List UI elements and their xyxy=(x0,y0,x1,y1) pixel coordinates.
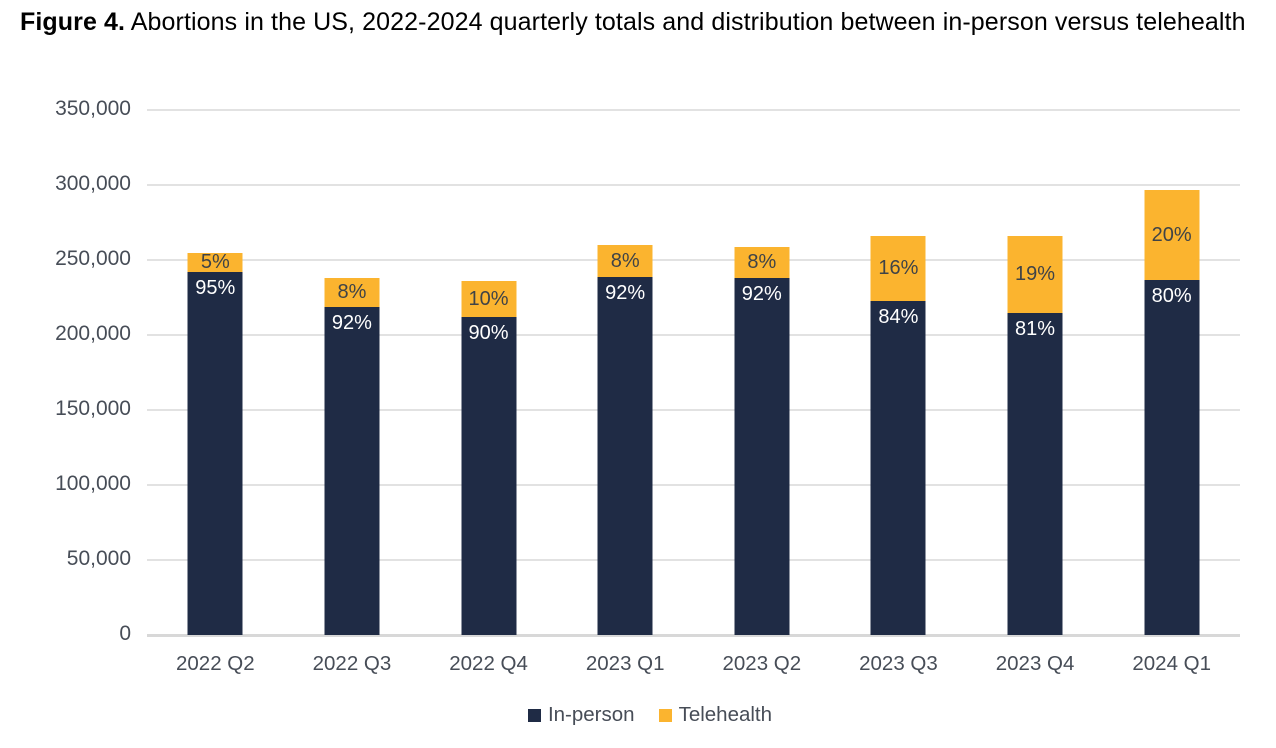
y-axis-tick-label: 100,000 xyxy=(55,472,131,495)
bar-2023-q2: 8% 92% xyxy=(734,246,790,635)
figure-title: Figure 4. Abortions in the US, 2022-2024… xyxy=(20,6,1252,39)
y-axis-tick-label: 0 xyxy=(119,622,131,645)
in-person-segment-2023-q4: 81% xyxy=(1007,312,1063,635)
bar-2024-q1: 20% 80% xyxy=(1144,189,1200,635)
telehealth-percent-label: 19% xyxy=(1015,263,1056,286)
in-person-segment-2024-q1: 80% xyxy=(1144,279,1200,635)
telehealth-segment-2022-q3: 8% xyxy=(324,278,380,307)
in-person-segment-2022-q2: 95% xyxy=(187,272,243,635)
bar-slot-2023-q4: 19% 81% xyxy=(967,110,1104,635)
bar-2022-q4: 10% 90% xyxy=(461,281,517,635)
x-axis-label-2023-q2: 2023 Q2 xyxy=(722,652,802,675)
telehealth-segment-2023-q2: 8% xyxy=(734,246,790,278)
telehealth-segment-2022-q2: 5% xyxy=(187,251,243,274)
in-person-percent-label: 92% xyxy=(741,283,782,305)
x-axis-label-2023-q1: 2023 Q1 xyxy=(585,652,665,675)
telehealth-percent-label: 8% xyxy=(337,281,367,304)
in-person-percent-label: 92% xyxy=(605,281,646,304)
legend-item-telehealth: Telehealth xyxy=(658,703,773,727)
bar-2023-q4: 19% 81% xyxy=(1007,236,1063,635)
in-person-percent-label: 80% xyxy=(1151,284,1192,307)
in-person-percent-label: 90% xyxy=(468,322,509,344)
x-axis-label-2024-q1: 2024 Q1 xyxy=(1132,652,1212,675)
telehealth-segment-2022-q4: 10% xyxy=(461,281,517,317)
telehealth-percent-label: 16% xyxy=(878,257,919,280)
bar-slot-2024-q1: 20% 80% xyxy=(1103,110,1240,635)
legend-label-in-person: In-person xyxy=(547,703,635,726)
bar-slots: 5% 95% 8% 92% 10% 90% 8% 92% 8% 92% 16% 84% 19% 81% 20… xyxy=(147,110,1240,635)
bar-slot-2023-q3: 16% 84% xyxy=(830,110,967,635)
y-axis-tick-label: 250,000 xyxy=(55,247,131,270)
gridline-0 xyxy=(147,634,1240,637)
gridline-350000 xyxy=(147,109,1240,111)
telehealth-segment-2023-q4: 19% xyxy=(1007,236,1063,313)
y-axis-tick-label: 350,000 xyxy=(55,97,131,120)
legend-swatch-telehealth xyxy=(658,708,672,722)
chart-legend: In-person Telehealth xyxy=(0,703,1276,727)
legend-label-telehealth: Telehealth xyxy=(678,703,773,726)
bar-2022-q2: 5% 95% xyxy=(187,251,243,635)
bar-2023-q3: 16% 84% xyxy=(870,236,926,635)
in-person-segment-2022-q3: 92% xyxy=(324,306,380,635)
y-axis-tick-label: 150,000 xyxy=(55,397,131,420)
bar-slot-2022-q3: 8% 92% xyxy=(284,110,421,635)
telehealth-segment-2023-q3: 16% xyxy=(870,236,926,301)
gridline-50000 xyxy=(147,559,1240,561)
in-person-segment-2023-q2: 92% xyxy=(734,278,790,635)
telehealth-percent-label: 8% xyxy=(747,251,777,274)
x-axis-label-2023-q4: 2023 Q4 xyxy=(995,652,1075,675)
gridline-150000 xyxy=(147,409,1240,411)
plot-area: 5% 95% 8% 92% 10% 90% 8% 92% 8% 92% 16% 84% 19% 81% 20… xyxy=(147,109,1240,637)
bar-2022-q3: 8% 92% xyxy=(324,278,380,635)
gridline-100000 xyxy=(147,484,1240,486)
bar-slot-2023-q1: 8% 92% xyxy=(557,110,694,635)
y-axis-tick-label: 200,000 xyxy=(55,322,131,345)
telehealth-percent-label: 10% xyxy=(468,288,509,310)
x-axis-label-2022-q3: 2022 Q3 xyxy=(312,652,392,675)
in-person-segment-2022-q4: 90% xyxy=(461,317,517,635)
figure-title-text: Abortions in the US, 2022-2024 quarterly… xyxy=(125,8,1246,36)
y-axis-tick-label: 50,000 xyxy=(66,547,131,570)
bar-slot-2022-q4: 10% 90% xyxy=(420,110,557,635)
gridline-300000 xyxy=(147,184,1240,186)
gridline-250000 xyxy=(147,259,1240,261)
bar-slot-2023-q2: 8% 92% xyxy=(694,110,831,635)
x-axis-labels: 2022 Q2 2022 Q3 2022 Q4 2023 Q1 2023 Q2 2023 … xyxy=(147,652,1240,676)
telehealth-segment-2024-q1: 20% xyxy=(1144,189,1200,280)
gridline-200000 xyxy=(147,334,1240,336)
telehealth-percent-label: 20% xyxy=(1151,223,1192,246)
in-person-percent-label: 95% xyxy=(195,277,236,299)
telehealth-segment-2023-q1: 8% xyxy=(597,245,653,277)
legend-item-in-person: In-person xyxy=(527,703,635,727)
figure-number-label: Figure 4. xyxy=(20,8,126,36)
bar-2023-q1: 8% 92% xyxy=(597,245,653,635)
telehealth-percent-label: 5% xyxy=(200,251,230,274)
in-person-percent-label: 84% xyxy=(878,305,919,328)
legend-swatch-in-person xyxy=(527,708,541,722)
y-axis-tick-label: 300,000 xyxy=(55,172,131,195)
x-axis-label-2022-q2: 2022 Q2 xyxy=(175,652,255,675)
bar-slot-2022-q2: 5% 95% xyxy=(147,110,284,635)
in-person-segment-2023-q1: 92% xyxy=(597,276,653,635)
in-person-percent-label: 92% xyxy=(331,311,372,334)
in-person-percent-label: 81% xyxy=(1015,317,1056,340)
x-axis-label-2023-q3: 2023 Q3 xyxy=(859,652,938,675)
x-axis-label-2022-q4: 2022 Q4 xyxy=(449,652,528,675)
telehealth-percent-label: 8% xyxy=(610,249,640,272)
in-person-segment-2023-q3: 84% xyxy=(870,300,926,635)
